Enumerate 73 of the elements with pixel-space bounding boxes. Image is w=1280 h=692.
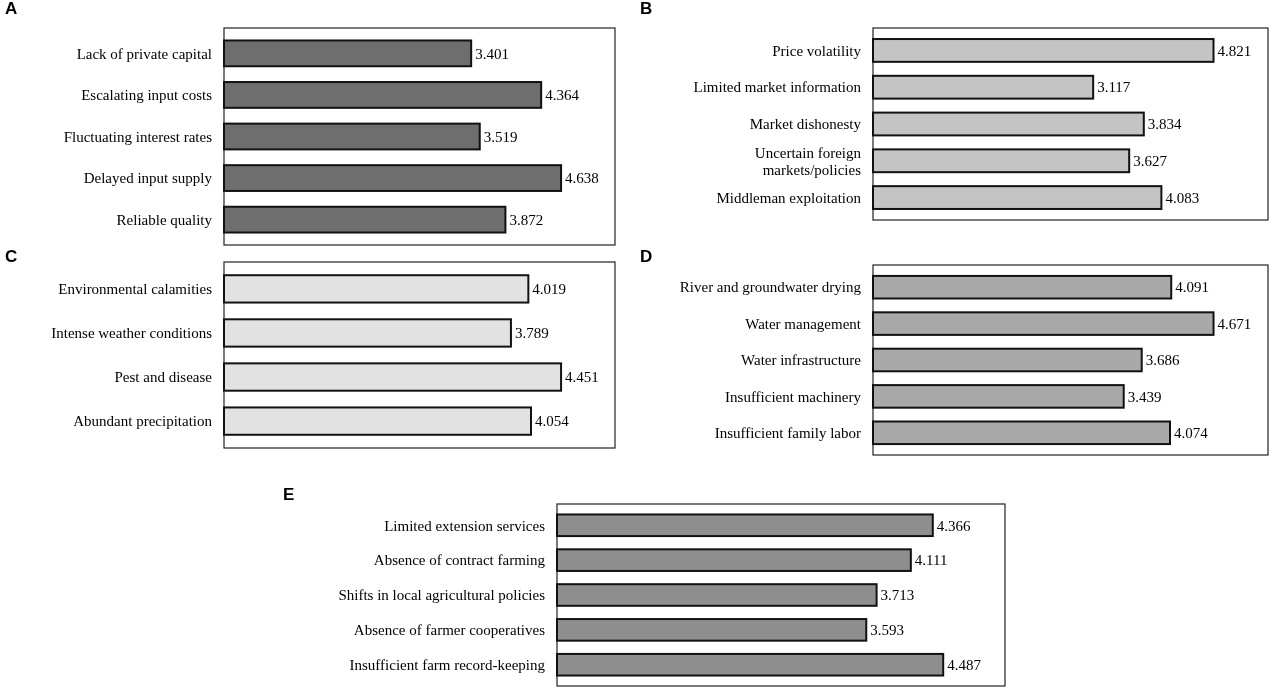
y-tick-label: Lack of private capital xyxy=(76,45,212,62)
y-tick-label: Price volatility xyxy=(772,42,862,59)
data-label: 4.487 xyxy=(947,656,982,673)
y-tick-label: Abundant precipitation xyxy=(73,413,213,430)
y-tick-label: Water management xyxy=(745,315,862,332)
text: A xyxy=(5,0,18,18)
y-tick-label: Escalating input costs xyxy=(81,87,213,104)
y-tick-label: Insufficient family labor xyxy=(714,425,861,442)
bar xyxy=(872,274,1173,300)
y-tick-label: Market dishonesty xyxy=(749,116,862,133)
y-tick-label: Delayed input supply xyxy=(83,170,213,187)
bar xyxy=(872,384,1125,409)
text: E xyxy=(283,485,295,504)
data-label: 3.789 xyxy=(514,325,549,342)
data-label: 3.713 xyxy=(880,587,915,604)
data-label: 4.366 xyxy=(936,517,972,534)
y-tick-label: Pest and disease xyxy=(114,369,213,386)
text: B xyxy=(640,0,653,18)
data-label: 3.627 xyxy=(1133,153,1168,170)
bar xyxy=(872,111,1145,137)
bar xyxy=(556,548,912,572)
data-label: 4.111 xyxy=(914,552,948,569)
bar xyxy=(872,74,1095,100)
data-label: 4.638 xyxy=(565,170,599,187)
data-label: 4.091 xyxy=(1175,279,1209,296)
bar xyxy=(872,185,1163,210)
data-label: 4.821 xyxy=(1217,42,1252,59)
y-tick-label: Insufficient machinery xyxy=(725,388,862,405)
bar xyxy=(223,39,473,68)
data-label: 4.083 xyxy=(1165,189,1200,206)
bar xyxy=(223,81,543,109)
y-tick-label: Intense weather conditions xyxy=(51,325,213,342)
text: D xyxy=(640,247,653,266)
data-label: 4.671 xyxy=(1217,315,1252,332)
bar xyxy=(872,420,1171,446)
y-tick-label: River and groundwater drying xyxy=(679,279,862,296)
y-tick-label: Limited market information xyxy=(693,79,862,96)
y-tick-label: Shifts in local agricultural policies xyxy=(338,587,546,604)
y-tick-label: Environmental calamities xyxy=(58,281,213,298)
y-tick-label: Reliable quality xyxy=(116,211,213,228)
y-tick-label: Uncertain foreign markets/policies xyxy=(754,144,862,178)
data-label: 3.117 xyxy=(1097,79,1131,96)
data-label: 4.019 xyxy=(532,281,567,298)
data-label: 3.834 xyxy=(1147,116,1183,133)
bar xyxy=(223,205,507,234)
y-tick-label: Insufficient farm record-keeping xyxy=(349,656,546,673)
bar xyxy=(556,583,878,607)
bar xyxy=(556,652,945,677)
data-label: 3.519 xyxy=(483,128,518,145)
bar xyxy=(872,148,1131,174)
y-tick-label: Fluctuating interest rates xyxy=(63,128,213,145)
y-tick-label: Water infrastructure xyxy=(741,352,862,369)
data-label: 4.451 xyxy=(565,369,599,386)
bar xyxy=(872,311,1215,336)
bar xyxy=(223,122,481,151)
y-tick-label: Limited extension services xyxy=(384,517,546,534)
y-tick-label: Middleman exploitation xyxy=(716,189,862,206)
bar xyxy=(872,38,1215,63)
bar xyxy=(556,513,934,538)
data-label: 4.364 xyxy=(545,87,580,104)
bar xyxy=(872,347,1143,373)
data-label: 3.439 xyxy=(1127,388,1162,405)
data-label: 4.074 xyxy=(1174,425,1209,442)
data-label: 4.054 xyxy=(535,413,570,430)
bar xyxy=(223,164,563,192)
y-tick-label: Absence of farmer cooperatives xyxy=(353,622,546,639)
data-label: 3.401 xyxy=(475,45,509,62)
data-label: 3.872 xyxy=(509,211,544,228)
bar xyxy=(556,618,868,642)
data-label: 3.686 xyxy=(1145,352,1180,369)
text: C xyxy=(5,247,18,266)
data-label: 3.593 xyxy=(870,622,905,639)
y-tick-label: Absence of contract farming xyxy=(373,552,546,569)
